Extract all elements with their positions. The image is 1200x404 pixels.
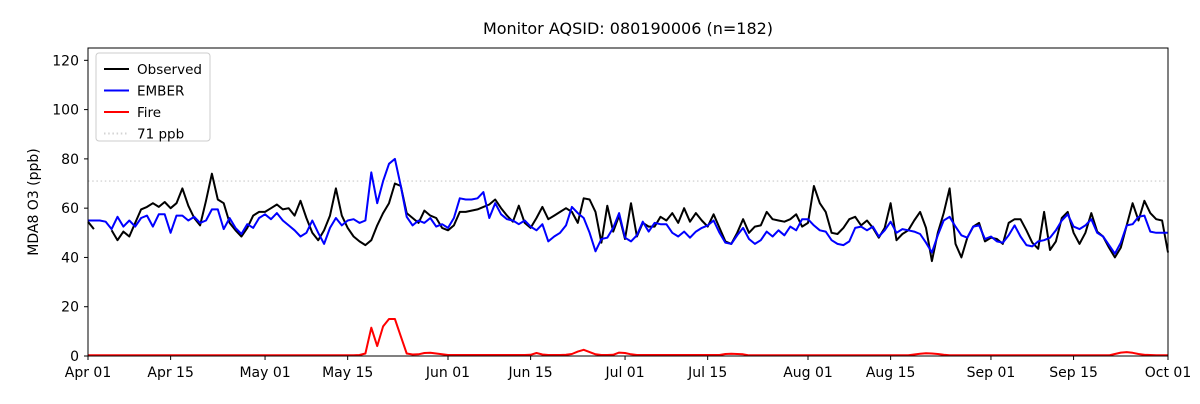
y-tick-label: 60: [61, 201, 79, 217]
x-tick-label: Jun 15: [508, 365, 553, 381]
y-axis-label: MDA8 O3 (ppb): [26, 148, 42, 256]
y-tick-label: 20: [61, 300, 79, 316]
y-tick-label: 120: [52, 53, 79, 69]
y-tick-label: 0: [70, 349, 79, 365]
x-tick-label: Jul 01: [604, 365, 644, 381]
legend-label-ember: EMBER: [137, 84, 184, 100]
x-tick-label: Jun 01: [425, 365, 470, 381]
y-tick-label: 100: [52, 103, 79, 119]
x-tick-label: Apr 15: [147, 365, 193, 381]
series-line-fire: [88, 318, 1168, 357]
x-tick-label: Sep 15: [1049, 365, 1098, 381]
x-tick-label: Aug 01: [783, 365, 833, 381]
x-tick-label: Apr 01: [65, 365, 111, 381]
x-tick-label: May 15: [322, 365, 373, 381]
y-tick-label: 80: [61, 152, 79, 168]
legend-box: [95, 52, 211, 142]
plot-border: [87, 47, 1169, 357]
series-line-observed: [87, 172, 1169, 263]
series-line-ember: [88, 157, 1168, 255]
y-tick-label: 40: [61, 250, 79, 266]
plot-area: 0 20 40 60 80 100 120 Apr 01 Apr 15 May 01 May 15 J…: [52, 47, 1191, 381]
x-tick-label: May 01: [239, 365, 290, 381]
x-tick-label: Oct 01: [1145, 365, 1191, 381]
chart-title: Monitor AQSID: 080190006 (n=182): [483, 19, 773, 38]
x-tick-label: Aug 15: [866, 365, 916, 381]
legend-label-71-ppb: 71 ppb: [137, 127, 184, 143]
x-tick-label: Sep 01: [967, 365, 1016, 381]
legend-label-fire: Fire: [137, 105, 161, 121]
legend-label-observed: Observed: [137, 62, 202, 78]
x-tick-label: Jul 15: [687, 365, 727, 381]
